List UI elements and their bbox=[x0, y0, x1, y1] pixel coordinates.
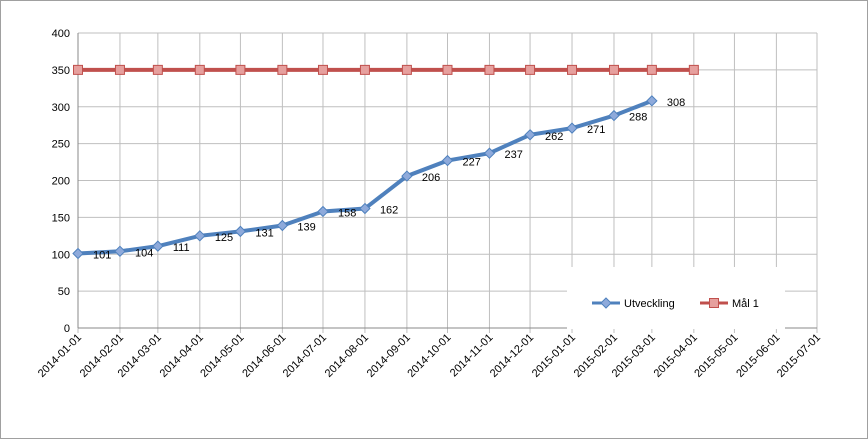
marker bbox=[359, 202, 371, 215]
marker bbox=[194, 64, 205, 75]
data-label: 158 bbox=[338, 207, 356, 219]
data-label: 104 bbox=[135, 247, 153, 259]
marker bbox=[194, 230, 206, 242]
marker bbox=[442, 64, 453, 75]
data-label: 162 bbox=[380, 205, 398, 217]
marker bbox=[688, 64, 699, 75]
data-label: 131 bbox=[255, 227, 273, 239]
marker bbox=[709, 298, 719, 308]
marker bbox=[484, 64, 495, 75]
legend-box bbox=[567, 267, 785, 329]
data-label: 139 bbox=[297, 221, 315, 233]
marker bbox=[566, 122, 578, 134]
data-label: 101 bbox=[93, 250, 111, 262]
y-tick-label: 400 bbox=[52, 28, 70, 40]
marker bbox=[646, 95, 658, 107]
marker bbox=[152, 64, 163, 75]
marker bbox=[317, 64, 328, 75]
marker bbox=[234, 225, 247, 238]
y-tick-label: 150 bbox=[52, 212, 70, 224]
data-label: 262 bbox=[545, 131, 563, 143]
data-label: 271 bbox=[587, 124, 605, 136]
data-label: 237 bbox=[504, 149, 522, 161]
marks: 101 104 111 125 131 139 158 162 206 227 237 262 271 2… bbox=[72, 64, 699, 262]
marker bbox=[277, 64, 288, 75]
marker bbox=[608, 109, 620, 122]
marker bbox=[524, 129, 536, 141]
marker bbox=[114, 64, 125, 75]
data-label: 308 bbox=[667, 97, 685, 109]
marker bbox=[600, 297, 612, 309]
marker bbox=[114, 245, 126, 258]
marker bbox=[152, 240, 164, 252]
marker bbox=[525, 64, 536, 75]
marker bbox=[72, 247, 84, 260]
marker bbox=[73, 64, 83, 75]
data-label: 111 bbox=[173, 242, 190, 254]
marker bbox=[401, 170, 413, 182]
marker bbox=[317, 205, 329, 218]
legend-label: Mål 1 bbox=[732, 298, 759, 310]
legend-label: Utveckling bbox=[624, 298, 675, 310]
marker bbox=[608, 64, 619, 75]
marker bbox=[567, 64, 578, 75]
y-tick-label: 50 bbox=[58, 286, 70, 298]
y-tick-label: 100 bbox=[52, 249, 70, 261]
y-tick-label: 0 bbox=[64, 323, 70, 335]
marker bbox=[359, 64, 370, 75]
marker bbox=[401, 64, 412, 75]
marker bbox=[441, 154, 454, 167]
y-tick-label: 300 bbox=[52, 102, 70, 114]
y-tick-label: 200 bbox=[52, 176, 70, 188]
y-tick-label: 350 bbox=[52, 65, 70, 77]
data-label: 227 bbox=[463, 157, 481, 169]
marker bbox=[235, 64, 246, 75]
data-label: 206 bbox=[422, 172, 440, 184]
data-label: 125 bbox=[215, 232, 233, 244]
data-label: 288 bbox=[629, 112, 647, 124]
marker bbox=[483, 147, 496, 159]
marker bbox=[276, 219, 289, 232]
y-tick-label: 250 bbox=[52, 139, 70, 151]
legend: Utveckling Mål 1 bbox=[567, 267, 785, 329]
marker bbox=[646, 64, 657, 75]
